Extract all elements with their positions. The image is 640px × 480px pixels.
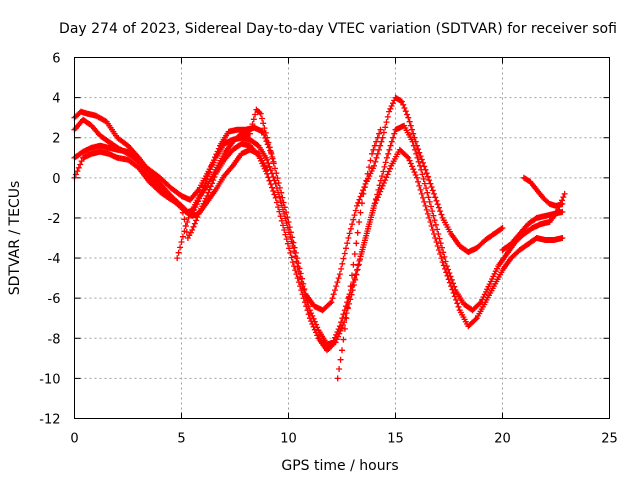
chart-title: Day 274 of 2023, Sidereal Day-to-day VTE… [59, 21, 617, 37]
y-tick-label: -10 [39, 372, 60, 387]
y-tick-labels: -12 -10 -8 -6 -4 -2 0 2 4 6 [39, 52, 60, 428]
x-tick-label: 10 [280, 432, 297, 447]
x-tick-label: 0 [70, 432, 78, 447]
y-axis-title: SDTVAR / TECUs [7, 181, 23, 296]
series-marks [334, 126, 384, 382]
y-tick-label: -4 [48, 252, 61, 267]
series-track-7 [520, 174, 566, 209]
y-tick-label: -8 [48, 332, 61, 347]
series-marks [174, 106, 277, 262]
series-marks [520, 174, 566, 209]
grid-lines [74, 57, 610, 419]
x-axis-title: GPS time / hours [281, 458, 398, 474]
y-tick-label: 6 [52, 52, 60, 67]
y-tick-label: 2 [52, 132, 60, 147]
y-tick-label: 4 [52, 92, 60, 107]
y-tick-label: -12 [39, 413, 60, 428]
x-tick-label: 25 [601, 432, 618, 447]
series-marks [499, 208, 566, 253]
x-tick-labels: 0 5 10 15 20 25 [70, 432, 617, 447]
plot-frame [74, 57, 610, 419]
y-tick-label: -2 [48, 212, 61, 227]
series-track-6 [334, 126, 384, 382]
x-tick-label: 5 [177, 432, 185, 447]
x-tick-label: 15 [387, 432, 404, 447]
y-tick-label: 0 [52, 172, 60, 187]
series-track-5 [174, 106, 277, 262]
x-tick-label: 20 [494, 432, 511, 447]
series-track-8 [499, 208, 566, 253]
y-tick-label: -6 [48, 292, 61, 307]
